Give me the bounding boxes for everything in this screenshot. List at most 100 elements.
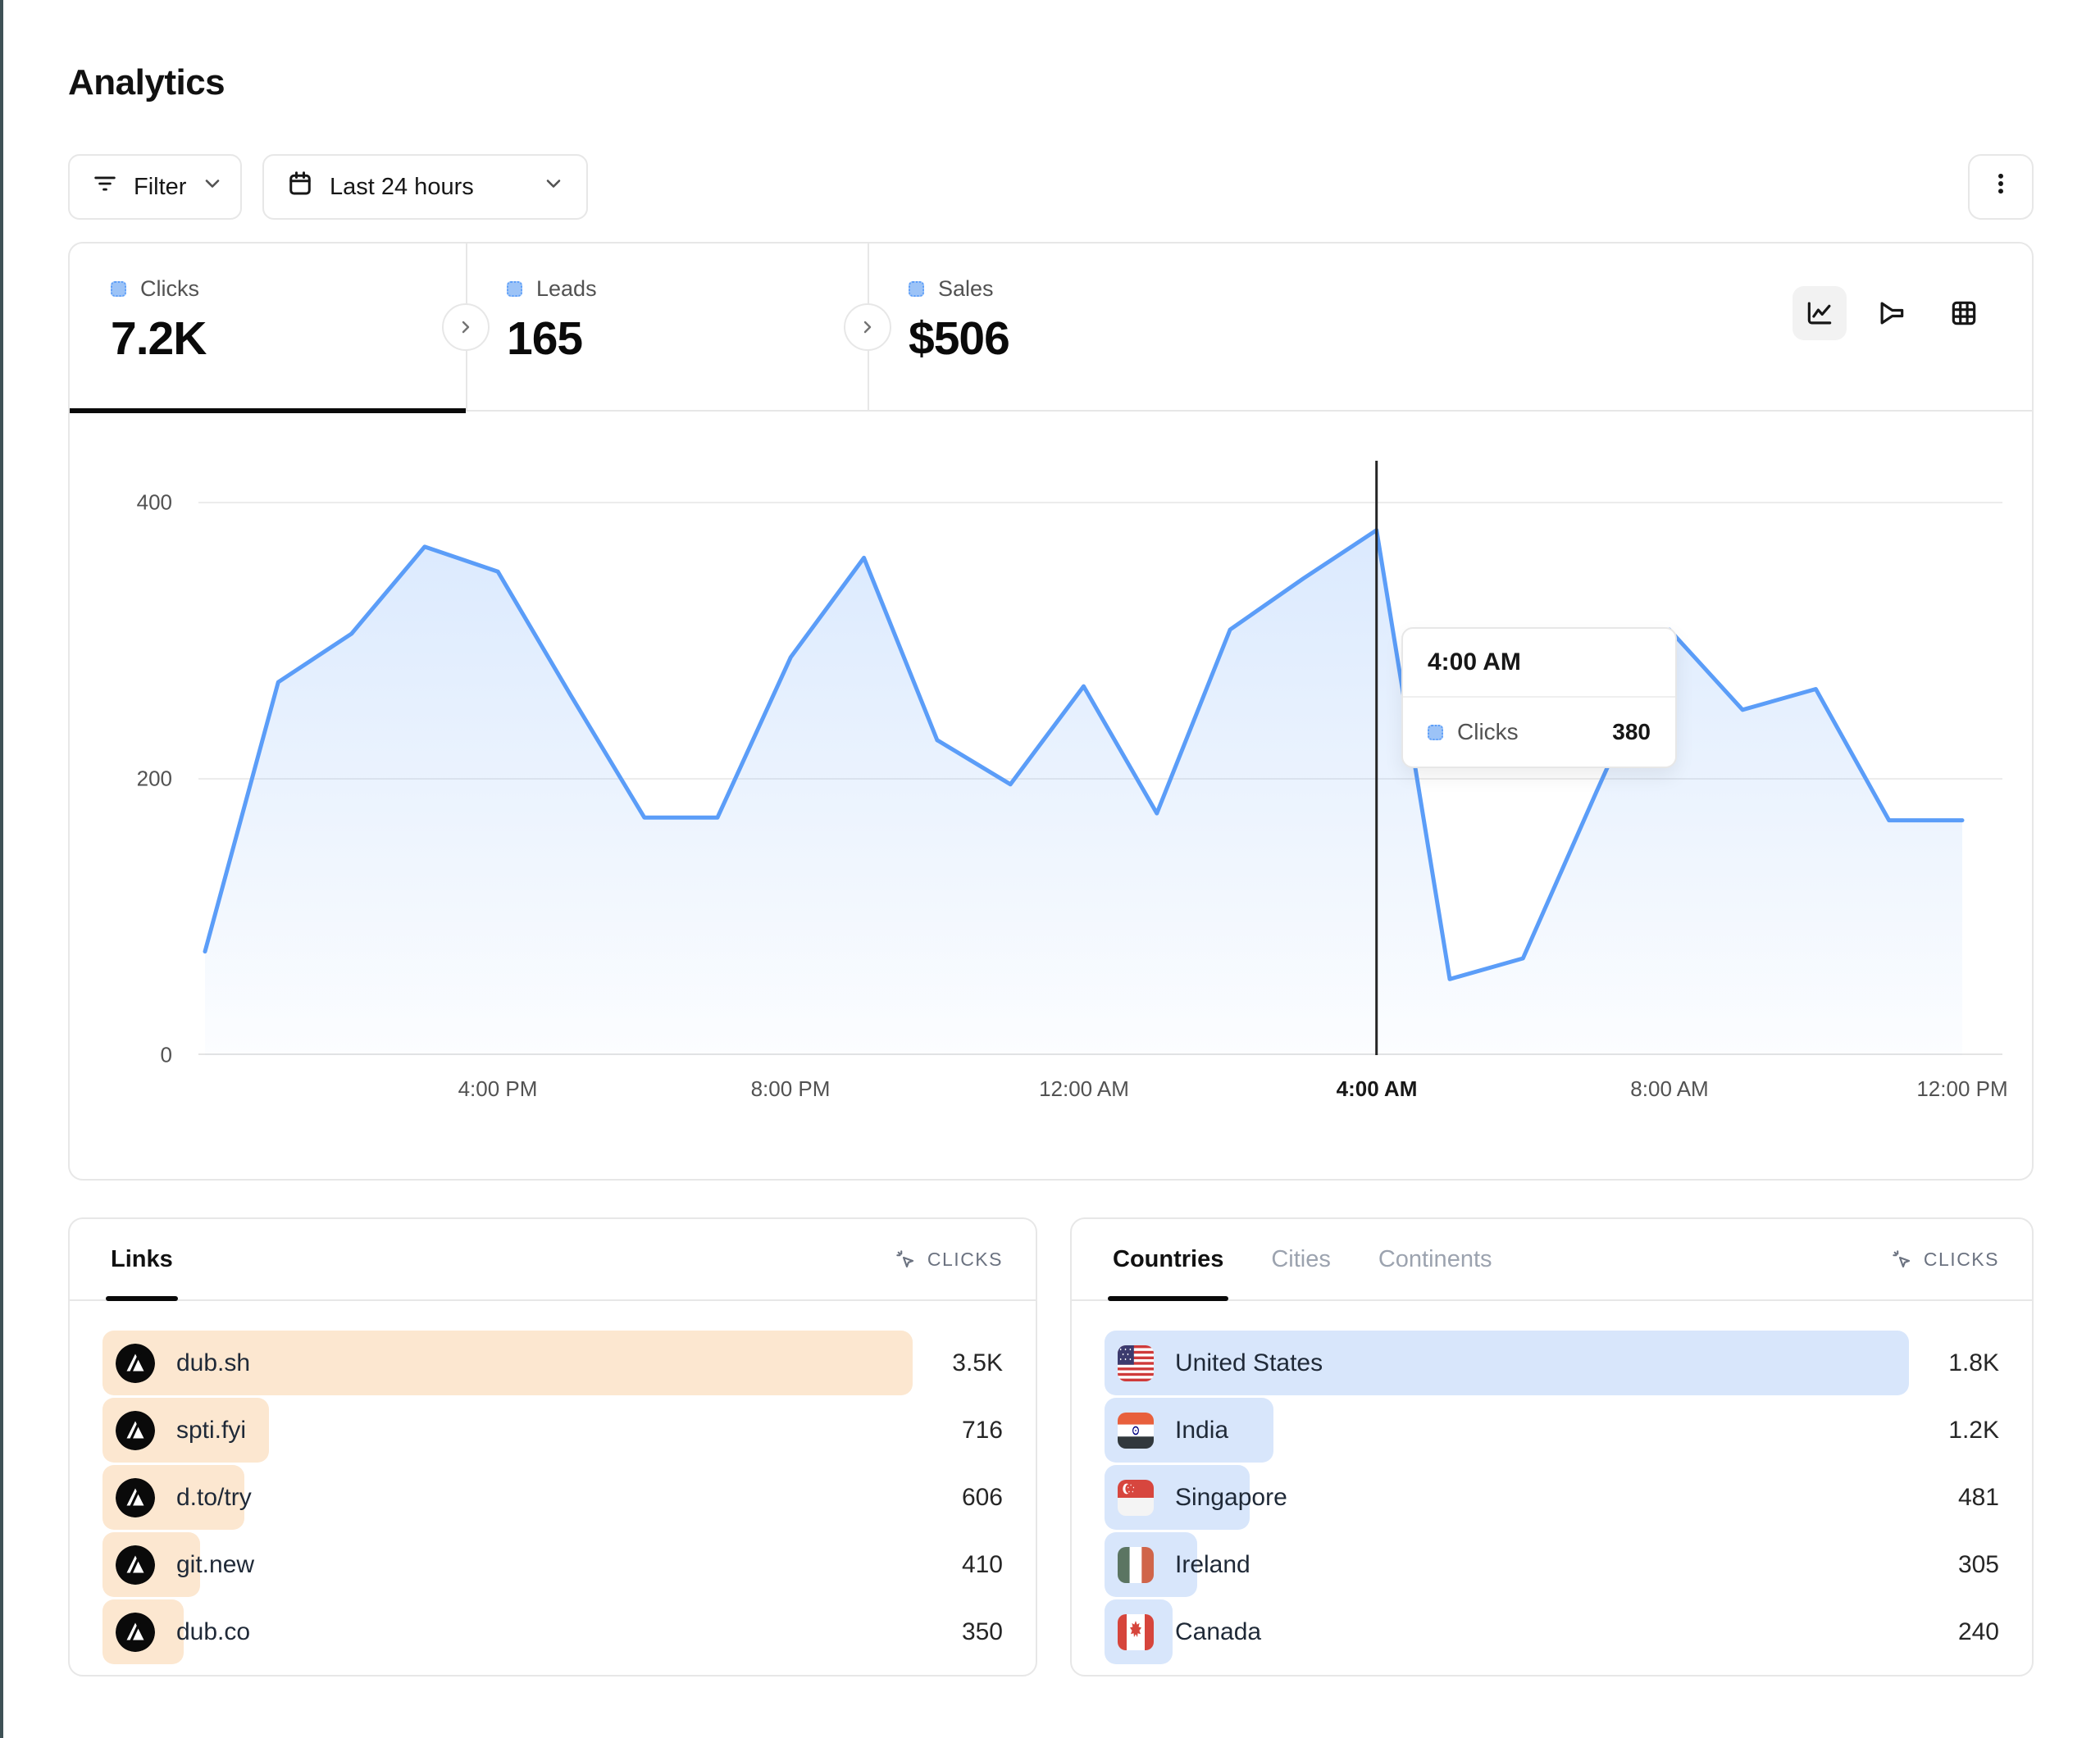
row-value: 716: [961, 1416, 1003, 1444]
row-content: United States: [1105, 1344, 1323, 1381]
row-label: dub.co: [176, 1617, 251, 1645]
country-row[interactable]: Singapore 481: [1105, 1465, 1999, 1530]
country-row[interactable]: India 1.2K: [1105, 1398, 1999, 1463]
next-stat-button[interactable]: [844, 303, 891, 351]
series-color-swatch: [1428, 724, 1443, 740]
panel-tab-links[interactable]: Links: [106, 1219, 178, 1301]
chart-tooltip: 4:00 AM Clicks 380: [1401, 627, 1677, 768]
series-color-swatch: [507, 281, 522, 297]
next-stat-button[interactable]: [442, 303, 490, 351]
panel-tabs: Links: [106, 1219, 178, 1301]
chevron-right-icon: [863, 321, 872, 334]
filter-button[interactable]: Filter: [68, 154, 242, 220]
date-range-button[interactable]: Last 24 hours: [262, 154, 588, 220]
panel-tabs: Countries Cities Continents: [1108, 1219, 1492, 1301]
active-tab-underline: [1108, 1296, 1229, 1301]
row-value: 305: [1957, 1550, 1999, 1578]
stat-label: Sales: [938, 276, 994, 301]
funnel-view-button[interactable]: [1865, 286, 1919, 340]
metric-selector[interactable]: CLICKS: [895, 1249, 1003, 1271]
country-row[interactable]: Ireland 305: [1105, 1532, 1999, 1597]
link-row[interactable]: spti.fyi 716: [102, 1398, 1003, 1463]
panel-tab-continents[interactable]: Continents: [1378, 1219, 1492, 1299]
singapore-flag-icon: [1118, 1479, 1154, 1516]
panel-tab-label: Cities: [1271, 1245, 1331, 1272]
row-content: Singapore: [1105, 1479, 1287, 1516]
chart-view-switcher: [1793, 286, 1991, 340]
metric-label: CLICKS: [1923, 1248, 1999, 1270]
row-label: India: [1175, 1416, 1229, 1444]
tooltip-series-label: Clicks: [1457, 719, 1519, 744]
page-title: Analytics: [68, 62, 225, 102]
tooltip-value: 380: [1612, 719, 1651, 744]
x-axis-tick: 8:00 AM: [1630, 1076, 1709, 1101]
ireland-flag-icon: [1118, 1546, 1154, 1583]
row-value: 350: [961, 1617, 1003, 1645]
chevron-down-icon: [201, 172, 224, 202]
panel-tab-label: Countries: [1113, 1245, 1224, 1272]
filter-lines-icon: [91, 170, 119, 204]
dub-logo: [116, 1612, 155, 1652]
panel-tab-label: Continents: [1378, 1245, 1492, 1272]
kebab-menu-icon: [1987, 170, 2015, 204]
row-content: India: [1105, 1412, 1229, 1449]
stat-tab-leads[interactable]: Leads 165: [466, 243, 868, 412]
country-row[interactable]: United States 1.8K: [1105, 1331, 1999, 1395]
link-row[interactable]: dub.sh 3.5K: [102, 1331, 1003, 1395]
line-chart-icon: [1807, 302, 1832, 325]
y-axis-tick: 0: [160, 1042, 172, 1067]
tooltip-series-row: Clicks 380: [1403, 698, 1675, 767]
cursor-click-icon: [896, 1249, 914, 1267]
row-content: git.new: [102, 1545, 254, 1585]
clicks-area-chart[interactable]: [198, 461, 2002, 1055]
table-grid-icon: [1952, 301, 1976, 325]
stat-tab-clicks[interactable]: Clicks 7.2K: [70, 243, 466, 413]
row-label: d.to/try: [176, 1483, 252, 1511]
stat-value: 7.2K: [111, 312, 207, 365]
analytics-chart-card: Clicks 7.2K Leads 165 Sales $506 0 200 400 4:00 …: [68, 242, 2034, 1181]
x-axis-tick: 4:00 PM: [458, 1076, 538, 1101]
dub-logo: [116, 1545, 155, 1585]
stats-tab-row: Clicks 7.2K Leads 165 Sales $506: [70, 243, 2032, 413]
row-content: d.to/try: [102, 1477, 252, 1517]
chevron-right-icon: [462, 321, 470, 334]
country-row[interactable]: Canada 240: [1105, 1599, 1999, 1664]
row-value: 240: [1957, 1617, 1999, 1645]
active-tab-underline: [70, 408, 466, 413]
row-value: 1.8K: [1948, 1349, 1999, 1376]
grid-view-button[interactable]: [1937, 286, 1991, 340]
row-value: 481: [1957, 1483, 1999, 1511]
panel-rows: United States 1.8K India 1.2K Singapore 481 Ir…: [1072, 1301, 2032, 1664]
value-bar: [102, 1331, 913, 1395]
row-label: United States: [1175, 1349, 1323, 1376]
row-label: Ireland: [1175, 1550, 1250, 1578]
dub-logo: [116, 1410, 155, 1450]
us-flag-icon: [1118, 1344, 1154, 1381]
dub-logo: [116, 1343, 155, 1383]
tooltip-time: 4:00 AM: [1403, 629, 1675, 698]
stat-tab-sales[interactable]: Sales $506: [868, 243, 1271, 412]
link-row[interactable]: dub.co 350: [102, 1599, 1003, 1664]
panel-tab-countries[interactable]: Countries: [1108, 1219, 1229, 1301]
left-edge-strip: [0, 0, 3, 1738]
metric-label: CLICKS: [927, 1248, 1003, 1270]
cursor-click-icon: [1893, 1249, 1911, 1267]
active-tab-underline: [106, 1296, 178, 1301]
row-content: Ireland: [1105, 1546, 1250, 1583]
stat-value: 165: [507, 312, 583, 365]
countries-panel: Countries Cities Continents CLICKS United St…: [1070, 1217, 2034, 1677]
row-content: dub.co: [102, 1612, 251, 1652]
line-chart-view-button[interactable]: [1793, 286, 1847, 340]
canada-flag-icon: [1118, 1613, 1154, 1650]
chart-plot[interactable]: [198, 461, 2002, 1055]
link-row[interactable]: d.to/try 606: [102, 1465, 1003, 1530]
link-row[interactable]: git.new 410: [102, 1532, 1003, 1597]
stat-label: Clicks: [140, 276, 199, 301]
row-label: git.new: [176, 1550, 255, 1578]
panel-tab-cities[interactable]: Cities: [1271, 1219, 1331, 1299]
panel-header: Countries Cities Continents CLICKS: [1072, 1219, 2032, 1301]
metric-selector[interactable]: CLICKS: [1891, 1249, 1999, 1271]
row-content: spti.fyi: [102, 1410, 246, 1450]
series-color-swatch: [909, 281, 924, 297]
more-options-button[interactable]: [1968, 154, 2034, 220]
